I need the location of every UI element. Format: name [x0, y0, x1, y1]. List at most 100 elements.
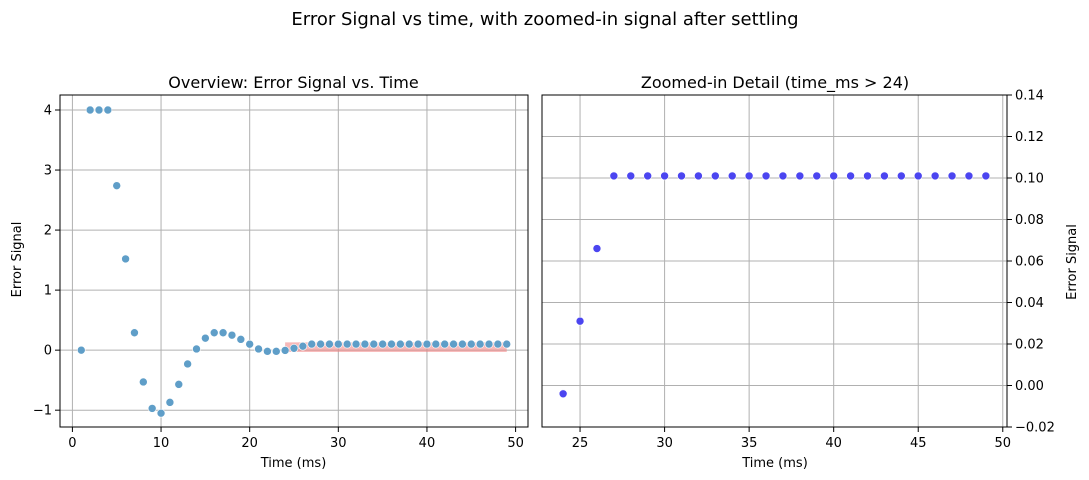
overview-data-point [431, 339, 441, 349]
overview-chart: Overview: Error Signal vs. Time Time (ms… [10, 73, 529, 471]
overview-data-point [325, 339, 334, 349]
overview-data-point [307, 339, 317, 349]
zoomed-data-point [863, 171, 872, 181]
overview-data-point [254, 344, 263, 354]
zoomed-data-point [761, 171, 771, 181]
overview-data-point [404, 339, 414, 349]
zoomed-data-point [711, 171, 720, 181]
zoomed-points [558, 171, 991, 399]
overview-data-point [192, 344, 201, 354]
zoomed-y-tick-label: 0.12 [1015, 130, 1044, 145]
zoomed-data-point [626, 171, 636, 181]
overview-x-tick-label: 50 [507, 436, 524, 451]
zoomed-data-point [897, 171, 906, 181]
overview-data-point [183, 359, 192, 369]
overview-data-point [493, 339, 503, 349]
overview-data-point [449, 339, 458, 349]
overview-y-tick-label: 0 [44, 344, 52, 359]
zoomed-data-point [812, 171, 822, 181]
zoomed-data-point [947, 171, 957, 181]
overview-data-point [147, 404, 157, 413]
overview-data-point [289, 343, 299, 353]
overview-data-point [130, 328, 139, 338]
overview-data-point [502, 339, 512, 349]
zoomed-x-tick-label: 25 [572, 436, 589, 451]
overview-data-point [360, 339, 370, 349]
figure-title: Error Signal vs time, with zoomed-in sig… [291, 9, 798, 30]
zoomed-data-point [880, 171, 889, 181]
zoomed-data-point [558, 389, 568, 399]
overview-data-point [156, 408, 166, 418]
zoomed-data-point [592, 244, 602, 253]
overview-data-point [342, 339, 352, 349]
zoomed-x-tick-label: 50 [994, 436, 1011, 451]
zoomed-data-point [609, 171, 619, 181]
overview-y-tick-label: 1 [44, 284, 52, 299]
overview-data-point [201, 333, 210, 343]
overview-x-tick-label: 30 [330, 436, 347, 451]
overview-data-point [112, 181, 122, 190]
zoomed-y-tick-label: 0.06 [1015, 255, 1044, 270]
overview-data-point [245, 339, 254, 349]
overview-data-point [422, 339, 432, 349]
zoomed-y-tick-label: 0.04 [1015, 296, 1044, 311]
zoomed-chart-title: Zoomed-in Detail (time_ms > 24) [641, 73, 909, 93]
zoomed-y-tick-label: 0.08 [1015, 213, 1044, 228]
zoomed-x-tick-label: 45 [910, 436, 927, 451]
zoomed-data-point [575, 316, 585, 326]
zoomed-data-point [846, 171, 855, 181]
overview-highlight-region [285, 342, 507, 352]
overview-data-point [263, 347, 272, 356]
overview-data-point [369, 339, 379, 349]
zoomed-data-point [677, 171, 686, 181]
overview-data-point [440, 339, 449, 349]
overview-data-point [227, 330, 237, 340]
zoomed-data-point [660, 171, 669, 181]
overview-data-point [298, 341, 308, 351]
zoomed-data-point [981, 171, 991, 181]
overview-x-axis-label: Time (ms) [260, 456, 327, 471]
zoomed-x-tick-label: 35 [741, 436, 758, 451]
overview-grid [60, 95, 528, 427]
overview-data-point [484, 339, 494, 349]
overview-data-point [103, 105, 113, 115]
zoomed-data-point [795, 171, 805, 181]
overview-data-point [466, 339, 476, 349]
zoomed-data-point [727, 171, 737, 181]
zoomed-data-point [913, 171, 923, 181]
zoomed-data-point [744, 171, 754, 181]
overview-data-point [378, 339, 387, 349]
overview-data-point [174, 380, 184, 389]
zoomed-y-tick-label: 0.00 [1015, 379, 1044, 394]
zoomed-data-point [694, 171, 703, 181]
zoomed-x-axis-label: Time (ms) [741, 456, 808, 471]
overview-y-tick-label: 3 [44, 164, 52, 179]
overview-data-point [76, 345, 86, 355]
overview-data-point [236, 335, 246, 344]
zoomed-plot-frame [541, 94, 1008, 428]
zoomed-x-tick-label: 30 [656, 436, 673, 451]
overview-x-tick-label: 40 [419, 436, 436, 451]
overview-y-tick-label: 2 [44, 224, 52, 239]
zoomed-y-axis-label: Error Signal [1065, 224, 1080, 300]
overview-data-point [396, 339, 405, 349]
overview-data-point [458, 339, 467, 349]
overview-y-axis-label: Error Signal [10, 222, 25, 298]
overview-plot-frame [59, 94, 529, 428]
overview-data-point [165, 398, 175, 407]
overview-data-point [334, 339, 343, 349]
overview-data-point [139, 377, 148, 387]
zoomed-y-tick-label: 0.14 [1015, 89, 1044, 104]
zoomed-y-tick-label: −0.02 [1015, 421, 1055, 436]
zoomed-data-point [930, 171, 940, 181]
zoomed-chart: Zoomed-in Detail (time_ms > 24) Time (ms… [541, 73, 1080, 471]
zoomed-data-point [964, 171, 974, 181]
overview-data-point [209, 328, 219, 338]
zoomed-grid [542, 94, 1007, 428]
zoomed-y-tick-label: 0.10 [1015, 172, 1044, 187]
overview-data-point [316, 339, 325, 349]
zoomed-x-tick-label: 40 [825, 436, 842, 451]
overview-data-point [475, 339, 485, 349]
overview-chart-title: Overview: Error Signal vs. Time [168, 73, 418, 92]
